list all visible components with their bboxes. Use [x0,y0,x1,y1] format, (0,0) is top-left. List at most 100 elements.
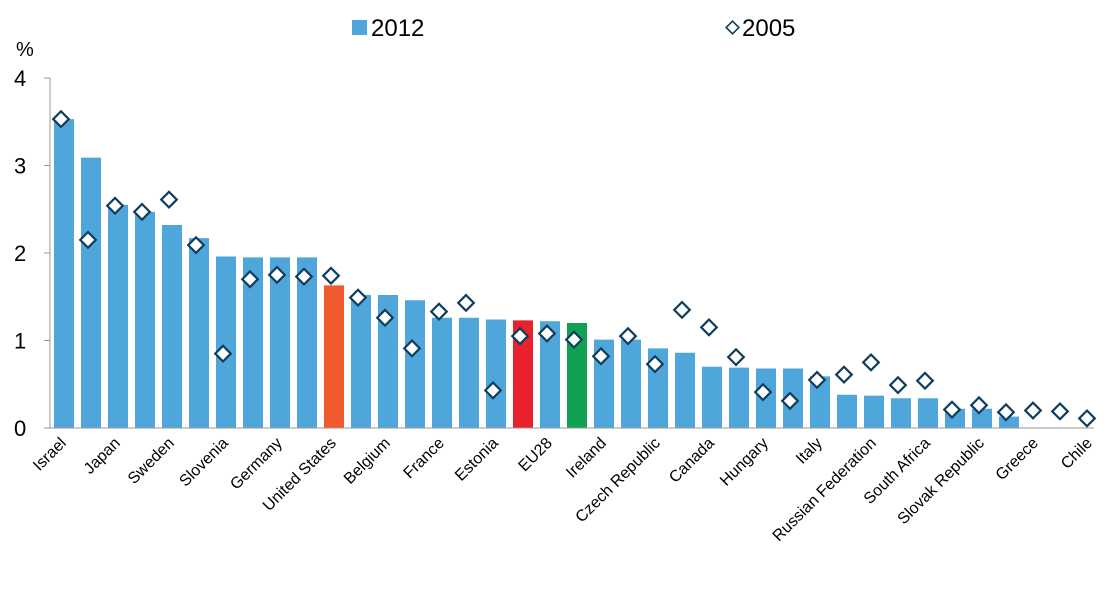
marker [618,326,638,346]
bar [810,376,830,428]
marker [294,267,314,286]
bar [972,408,992,428]
x-tick-label: Hungary [717,435,772,490]
bar [621,339,641,428]
marker [645,354,665,374]
marker [429,302,449,321]
marker [564,330,584,349]
bar [351,295,371,428]
marker [51,109,71,129]
bar [486,319,506,428]
bar [918,398,938,428]
marker [510,326,530,346]
x-tick-label: Russian Federation [770,435,880,545]
legend: 2012 2005 [352,15,795,42]
x-tick-label: EU28 [516,435,556,475]
bar [891,398,911,428]
marker [1077,409,1097,428]
x-tick-label: Ireland [563,435,610,482]
x-tick-label: Chile [1058,435,1096,473]
bar [162,225,182,428]
x-tick-label: Estonia [452,435,502,485]
bar [540,321,560,428]
marker [969,395,989,415]
bar [54,119,74,428]
bar [216,256,236,428]
marker [78,230,98,250]
bar [270,257,290,428]
x-tick-label: Belgium [341,435,394,488]
bar [378,295,398,428]
marker [159,190,179,209]
bar [432,317,452,428]
y-tick-label: 2 [14,241,26,266]
marker [213,344,233,363]
bar [729,367,749,428]
markers-2005 [51,109,1097,428]
bar [297,257,317,428]
bar [81,157,101,428]
marker [348,288,368,307]
y-axis-unit-label: % [16,39,34,61]
bar [675,352,695,428]
bar [513,320,533,428]
x-tick-label: Slovenia [176,435,231,490]
bar [702,366,722,428]
marker [1023,401,1043,420]
marker [672,300,692,320]
marker [267,265,287,285]
y-tick-label: 1 [14,329,26,354]
marker [375,308,395,328]
marker [861,353,881,372]
marker [888,375,908,395]
legend-item-2012: 2012 [352,15,424,42]
x-tick-label: Sweden [125,435,178,488]
bar [243,257,263,428]
marker [321,266,341,286]
marker [726,347,746,367]
x-tick-label: Israel [30,435,70,475]
legend-item-2005: 2005 [725,15,795,42]
legend-marker-2005 [725,20,740,35]
marker [834,365,854,384]
marker [780,391,800,411]
x-tick-label: Japan [81,435,124,478]
x-tick-label: Canada [666,435,718,487]
bar [837,394,857,428]
bar [459,317,479,428]
x-tick-label: Italy [793,435,826,468]
marker [105,196,125,216]
bar [135,211,155,428]
bar [999,416,1019,428]
marker [942,400,962,419]
x-tick-label: France [401,435,448,482]
x-tick-label: Greece [993,435,1042,484]
legend-swatch-2012 [352,20,367,35]
bar [108,204,128,428]
y-tick-label: 0 [14,416,26,441]
marker [915,371,935,391]
y-tick-label: 4 [14,66,26,91]
marker [186,235,206,255]
y-axis: 0 1 2 3 4 [14,66,50,441]
marker [132,202,152,222]
marker [1050,402,1070,421]
marker [699,318,719,337]
marker [402,339,422,358]
y-tick-label: 3 [14,154,26,179]
marker [996,402,1016,422]
bar [324,285,344,428]
bar [405,300,425,428]
bar [567,323,587,428]
marker [456,293,476,313]
bars-2012 [54,119,1019,428]
marker [537,324,557,343]
marker [753,382,773,402]
legend-label-2012: 2012 [371,15,424,42]
legend-label-2005: 2005 [742,15,795,42]
marker [483,381,503,400]
bar [864,395,884,428]
bar [189,238,209,428]
